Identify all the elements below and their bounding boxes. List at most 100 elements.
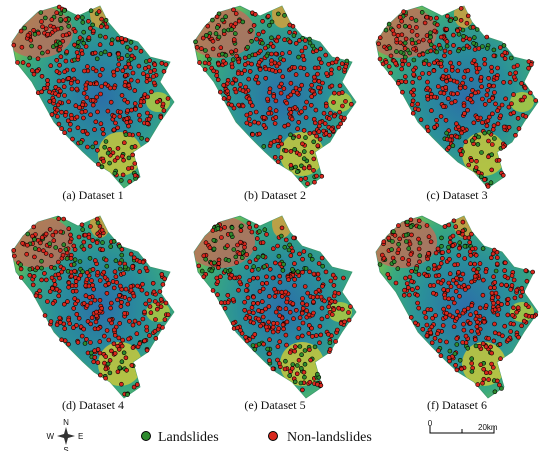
non-landslide-point	[56, 216, 62, 221]
non-landslide-point	[81, 239, 87, 245]
non-landslide-point	[322, 298, 327, 304]
non-landslide-point	[84, 277, 90, 282]
non-landslide-point	[415, 300, 420, 306]
non-landslide-point	[422, 310, 427, 315]
non-landslide-point	[126, 61, 131, 67]
non-landslide-point	[88, 321, 93, 327]
non-landslide-point	[73, 103, 79, 108]
landslide-point	[226, 258, 232, 263]
non-landslide-point	[309, 82, 314, 88]
non-landslide-point	[153, 317, 158, 322]
landslide-point	[461, 33, 466, 39]
non-landslide-point	[447, 49, 453, 55]
non-landslide-point	[468, 312, 473, 317]
non-landslide-point	[511, 110, 516, 115]
non-landslide-point	[132, 144, 138, 149]
non-landslide-point	[199, 46, 204, 51]
landslide-point	[81, 29, 86, 35]
mid-zone	[98, 132, 142, 176]
non-landslide-point	[218, 45, 224, 51]
non-landslide-point	[460, 126, 466, 131]
non-landslide-point	[307, 347, 312, 353]
non-landslide-point	[445, 13, 450, 19]
non-landslide-point	[438, 114, 444, 119]
non-landslide-point	[129, 107, 134, 113]
non-landslide-point	[394, 37, 399, 42]
non-landslide-point	[431, 290, 436, 296]
non-landslide-point	[270, 366, 276, 372]
non-landslide-point	[490, 127, 496, 132]
landslide-point	[383, 27, 389, 33]
non-landslide-point	[336, 124, 341, 130]
non-landslide-point	[319, 305, 325, 311]
non-landslide-point	[56, 293, 62, 299]
landslide-point	[439, 235, 444, 241]
non-landslide-point	[56, 121, 62, 127]
non-landslide-point	[483, 269, 489, 275]
non-landslide-point	[519, 323, 524, 329]
non-landslide-point	[303, 45, 308, 50]
non-landslide-point	[18, 28, 24, 34]
non-landslide-point	[116, 335, 122, 341]
non-landslide-point	[330, 272, 336, 278]
non-landslide-point	[230, 297, 236, 302]
non-landslide-point	[81, 90, 87, 96]
non-landslide-point	[507, 79, 513, 85]
non-landslide-point	[135, 283, 140, 289]
landslide-point	[107, 160, 112, 166]
non-landslide-point	[335, 327, 340, 333]
non-landslide-point	[263, 76, 268, 81]
non-landslide-point	[440, 250, 445, 255]
non-landslide-point	[50, 232, 56, 238]
non-landslide-point	[329, 83, 335, 89]
non-landslide-point	[424, 333, 430, 338]
non-landslide-point	[79, 333, 85, 339]
non-landslide-point	[267, 351, 272, 357]
non-landslide-point	[472, 261, 477, 267]
non-landslide-point	[451, 43, 456, 48]
non-landslide-point	[237, 279, 243, 285]
non-landslide-point	[462, 85, 468, 90]
landslide-point	[210, 17, 215, 23]
non-landslide-point	[452, 300, 457, 306]
non-landslide-point	[386, 64, 392, 69]
non-landslide-point	[332, 299, 338, 305]
non-landslide-point	[309, 94, 314, 99]
non-landslide-point	[54, 69, 60, 74]
non-landslide-point	[74, 86, 80, 92]
non-landslide-point	[124, 368, 129, 373]
non-landslide-point	[501, 124, 507, 130]
non-landslide-point	[34, 68, 40, 74]
non-landslide-point	[480, 96, 485, 102]
non-landslide-point	[455, 309, 460, 314]
non-landslide-point	[336, 91, 342, 96]
non-landslide-point	[288, 80, 294, 86]
non-landslide-point	[501, 144, 506, 150]
non-landslide-point	[451, 32, 456, 38]
non-landslide-point	[495, 295, 501, 300]
non-landslide-point	[66, 226, 72, 232]
non-landslide-point	[434, 15, 439, 21]
non-landslide-point	[474, 115, 480, 120]
non-landslide-point	[280, 74, 285, 79]
landslide-point	[269, 19, 275, 25]
non-landslide-point	[126, 123, 131, 129]
non-landslide-point	[446, 304, 451, 310]
non-landslide-point	[299, 82, 304, 88]
non-landslide-point	[296, 326, 302, 331]
landslide-point	[471, 40, 476, 46]
non-landslide-point	[492, 285, 497, 290]
non-landslide-point	[380, 252, 385, 258]
non-landslide-point	[247, 225, 253, 230]
non-landslide-point	[50, 286, 55, 291]
non-landslide-point	[450, 243, 456, 248]
non-landslide-point	[410, 98, 416, 104]
non-landslide-point	[63, 58, 69, 64]
panel-caption: (a) Dataset 1	[62, 188, 123, 202]
non-landslide-point	[481, 319, 487, 325]
non-landslide-point	[442, 224, 448, 229]
non-landslide-point	[96, 162, 101, 167]
non-landslide-point	[465, 107, 470, 113]
non-landslide-point	[316, 129, 322, 134]
non-landslide-point	[500, 333, 505, 339]
